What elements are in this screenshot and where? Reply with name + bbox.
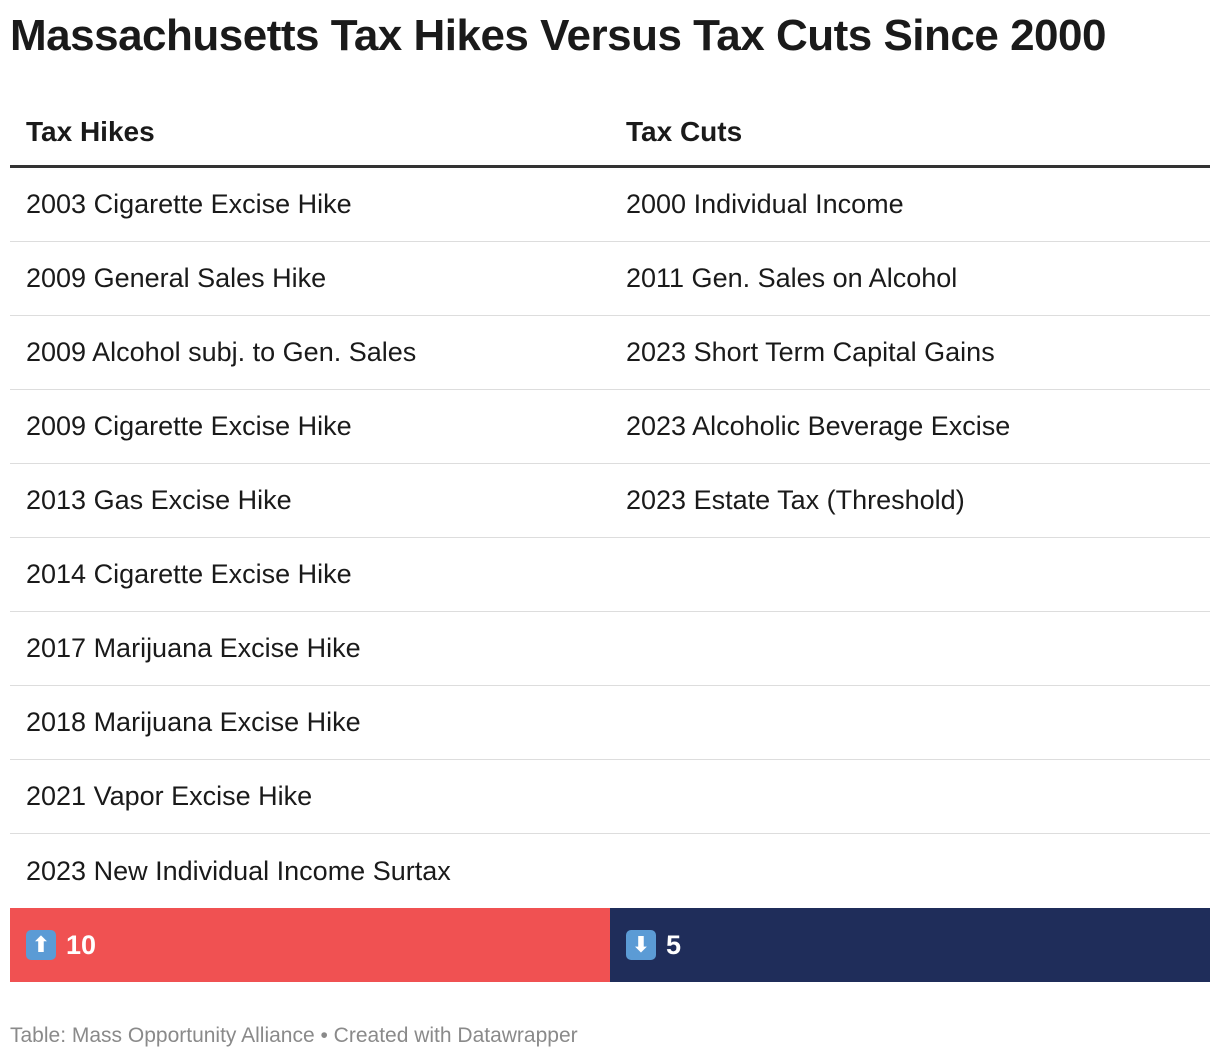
table-header: Tax Hikes Tax Cuts xyxy=(10,98,1210,168)
table-row: 2014 Cigarette Excise Hike xyxy=(10,538,1210,612)
tax-hike-cell: 2009 Alcohol subj. to Gen. Sales xyxy=(26,337,417,367)
chart-title: Massachusetts Tax Hikes Versus Tax Cuts … xyxy=(10,11,1106,60)
tax-hike-cell: 2021 Vapor Excise Hike xyxy=(26,781,313,811)
cuts-total-value: 5 xyxy=(666,929,682,960)
tax-table: Tax Hikes Tax Cuts 2003 Cigarette Excise… xyxy=(10,98,1210,982)
table-row: 2003 Cigarette Excise Hike 2000 Individua… xyxy=(10,168,1210,242)
hikes-total-value: 10 xyxy=(66,929,97,960)
source-footer: Table: Mass Opportunity Alliance • Creat… xyxy=(10,1024,578,1047)
table-row: 2023 New Individual Income Surtax xyxy=(10,834,1210,908)
tax-hike-cell: 2018 Marijuana Excise Hike xyxy=(26,707,361,737)
cuts-total-cell: ⬇ 5 xyxy=(610,908,1210,982)
tax-cut-cell: 2023 Alcoholic Beverage Excise xyxy=(626,411,1011,441)
hikes-total-cell: ⬆ 10 xyxy=(10,908,610,982)
column-header-tax-cuts: Tax Cuts xyxy=(626,115,743,147)
table-row: 2013 Gas Excise Hike 2023 Estate Tax (Thr… xyxy=(10,464,1210,538)
tax-hike-cell: 2014 Cigarette Excise Hike xyxy=(26,559,352,589)
table-row: 2021 Vapor Excise Hike xyxy=(10,760,1210,834)
tax-cut-cell: 2023 Short Term Capital Gains xyxy=(626,337,995,367)
tax-hike-cell: 2003 Cigarette Excise Hike xyxy=(26,189,352,219)
tax-hike-cell: 2013 Gas Excise Hike xyxy=(26,485,292,515)
up-arrow-icon: ⬆ xyxy=(26,930,56,960)
tax-cut-cell: 2023 Estate Tax (Threshold) xyxy=(626,485,965,515)
table-row: 2009 Cigarette Excise Hike 2023 Alcoholic… xyxy=(10,390,1210,464)
tax-hike-cell: 2017 Marijuana Excise Hike xyxy=(26,633,361,663)
tax-cut-cell: 2000 Individual Income xyxy=(626,189,904,219)
column-header-tax-hikes: Tax Hikes xyxy=(26,115,155,147)
table-body: 2003 Cigarette Excise Hike 2000 Individua… xyxy=(10,168,1210,908)
totals-row: ⬆ 10 ⬇ 5 xyxy=(10,908,1210,982)
table-row: 2017 Marijuana Excise Hike xyxy=(10,612,1210,686)
table-row: 2009 Alcohol subj. to Gen. Sales 2023 Sho… xyxy=(10,316,1210,390)
tax-hike-cell: 2009 Cigarette Excise Hike xyxy=(26,411,352,441)
tax-hike-cell: 2009 General Sales Hike xyxy=(26,263,327,293)
tax-cut-cell: 2011 Gen. Sales on Alcohol xyxy=(626,263,958,293)
table-row: 2009 General Sales Hike 2011 Gen. Sales o… xyxy=(10,242,1210,316)
tax-hike-cell: 2023 New Individual Income Surtax xyxy=(26,855,451,886)
down-arrow-icon: ⬇ xyxy=(626,930,656,960)
table-row: 2018 Marijuana Excise Hike xyxy=(10,686,1210,760)
